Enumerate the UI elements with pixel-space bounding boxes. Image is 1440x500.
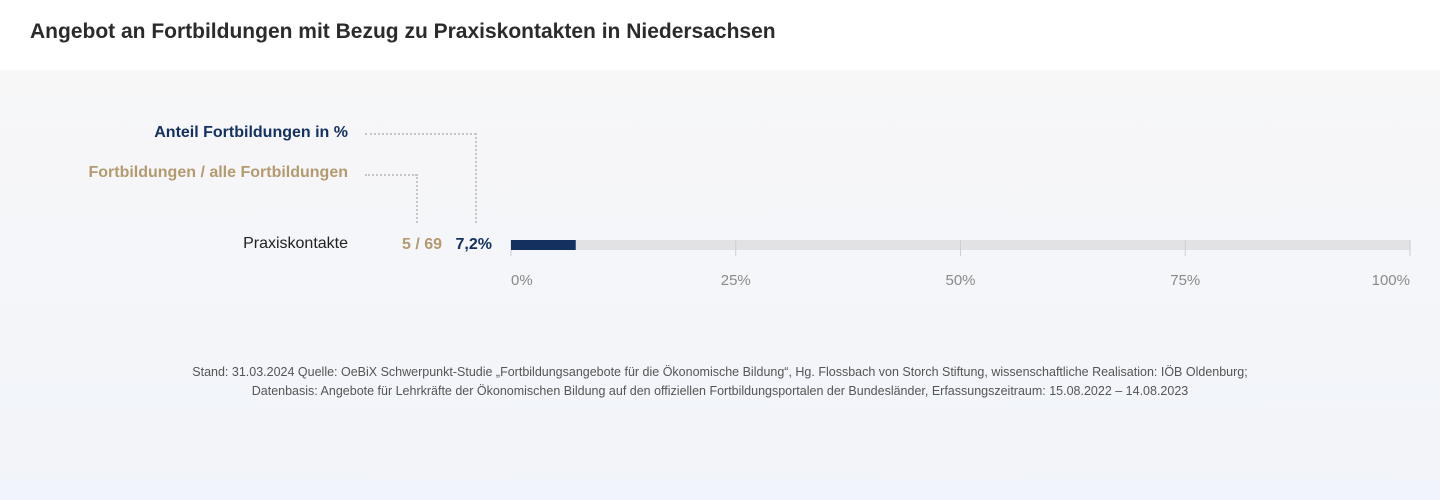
- legend-percent-leader: [365, 133, 476, 135]
- x-tick-label: 0%: [511, 272, 533, 289]
- x-tick-label: 100%: [1372, 272, 1410, 289]
- header: Angebot an Fortbildungen mit Bezug zu Pr…: [0, 0, 1440, 70]
- category-label: Praxiskontakte: [243, 235, 348, 252]
- x-tick-label: 25%: [721, 272, 751, 289]
- legend-count-leader: [365, 174, 417, 176]
- source-line-1: Stand: 31.03.2024 Quelle: OeBiX Schwerpu…: [192, 365, 1248, 379]
- source-note: Stand: 31.03.2024 Quelle: OeBiX Schwerpu…: [0, 363, 1440, 401]
- x-tick-label: 75%: [1170, 272, 1200, 289]
- legend-percent-connector: [475, 133, 477, 223]
- bar-chart: 0% 25% 50% 75% 100%: [510, 240, 1411, 289]
- count-label: 5 / 69: [401, 236, 442, 253]
- legend-count-label: Fortbildungen / alle Fortbildungen: [88, 164, 348, 181]
- legend-percent-label: Anteil Fortbildungen in %: [154, 124, 348, 141]
- value-label: 7,2%: [455, 236, 492, 253]
- chart-title: Angebot an Fortbildungen mit Bezug zu Pr…: [30, 20, 776, 43]
- source-line-2: Datenbasis: Angebote für Lehrkräfte der …: [251, 384, 1189, 398]
- x-tick-label: 50%: [945, 272, 975, 289]
- chart-panel: [0, 70, 1440, 500]
- bar: [511, 240, 576, 250]
- legend-count-connector: [416, 174, 418, 223]
